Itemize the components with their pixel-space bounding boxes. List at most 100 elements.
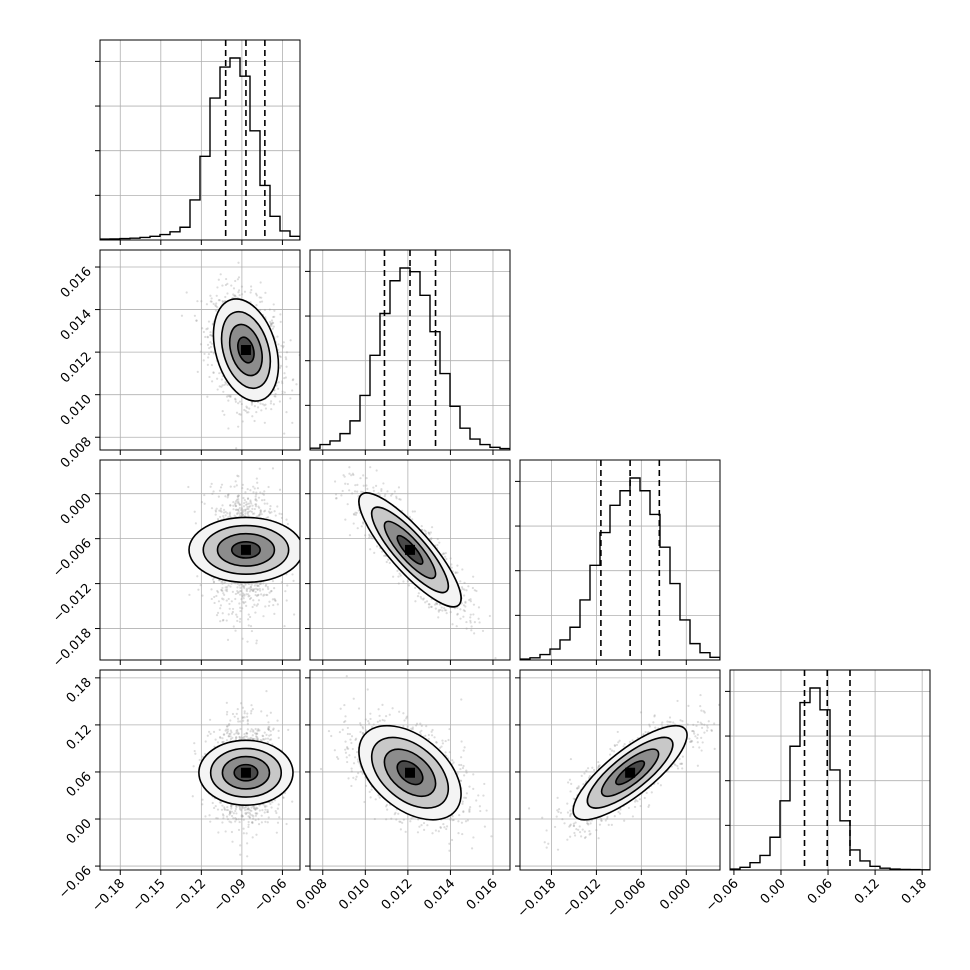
sample-point — [250, 588, 253, 592]
sample-point — [240, 293, 244, 296]
sample-point — [353, 513, 356, 516]
sample-point — [252, 589, 255, 593]
sample-point — [203, 352, 206, 356]
sample-point — [200, 300, 203, 303]
sample-point — [209, 820, 212, 823]
sample-point — [357, 509, 360, 512]
histogram-panel — [515, 459, 721, 665]
y-tick-label: 0.008 — [58, 434, 95, 471]
sample-point — [213, 601, 216, 605]
sample-point — [238, 602, 241, 605]
sample-point — [252, 817, 255, 820]
sample-point — [254, 590, 257, 594]
sample-point — [209, 331, 212, 334]
sample-point — [250, 821, 254, 824]
sample-point — [218, 385, 221, 388]
contour-line — [383, 520, 437, 580]
sample-point — [228, 514, 231, 517]
sample-point — [456, 612, 459, 616]
sample-point — [272, 727, 275, 730]
sample-point — [234, 503, 237, 506]
sample-point — [227, 427, 230, 430]
sample-point — [207, 356, 210, 359]
sample-point — [232, 504, 235, 507]
sample-point — [212, 371, 215, 374]
sample-point — [238, 593, 242, 596]
sample-point — [472, 603, 476, 606]
density-peak — [405, 544, 415, 555]
sample-point — [244, 583, 247, 586]
sample-point — [234, 480, 237, 483]
sample-point — [461, 587, 464, 590]
sample-point — [226, 725, 229, 728]
sample-point — [227, 492, 230, 496]
sample-point — [210, 350, 213, 353]
sample-point — [237, 508, 240, 511]
y-tick-label: 0.014 — [58, 307, 95, 344]
sample-point — [368, 534, 371, 537]
sample-point — [237, 500, 240, 503]
sample-point — [206, 335, 209, 338]
sample-point — [247, 613, 250, 616]
sample-point — [348, 466, 351, 469]
sample-point — [289, 397, 292, 400]
sample-point — [222, 740, 225, 743]
sample-point — [217, 579, 221, 582]
sample-point — [249, 813, 252, 816]
sample-point — [222, 511, 226, 514]
sample-point — [334, 493, 338, 496]
sample-point — [206, 336, 209, 339]
sample-point — [253, 587, 256, 591]
sample-point — [217, 831, 220, 834]
sample-point — [291, 421, 294, 424]
sample-point — [478, 621, 481, 624]
sample-point — [365, 484, 368, 487]
sample-point — [473, 621, 476, 624]
sample-point — [270, 408, 273, 411]
sample-point — [226, 808, 230, 812]
sample-point — [226, 383, 229, 387]
sample-point — [280, 344, 283, 347]
sample-point — [273, 799, 277, 802]
sample-point — [260, 409, 263, 412]
contour-line — [228, 323, 263, 377]
sample-point — [249, 588, 252, 591]
sample-point — [481, 629, 485, 633]
sample-point — [201, 798, 204, 801]
sample-point — [250, 728, 253, 731]
sample-point — [226, 638, 230, 641]
sample-point — [263, 490, 266, 493]
sample-point — [227, 394, 230, 397]
sample-point — [206, 395, 209, 398]
sample-point — [361, 521, 365, 524]
sample-point — [242, 585, 246, 588]
sample-point — [260, 296, 263, 299]
sample-point — [234, 597, 237, 601]
sample-point — [222, 814, 225, 817]
sample-point — [215, 594, 218, 598]
sample-point — [257, 599, 261, 602]
sample-point — [273, 587, 276, 590]
sample-point — [225, 599, 228, 602]
sample-point — [494, 656, 497, 660]
sample-point — [243, 716, 246, 719]
contour-line — [370, 506, 450, 594]
sample-point — [254, 732, 257, 735]
sample-point — [236, 278, 239, 281]
sample-point — [242, 832, 245, 835]
sample-point — [249, 586, 253, 589]
sample-point — [274, 395, 277, 398]
sample-point — [226, 493, 230, 496]
sample-point — [187, 485, 190, 489]
sample-point — [382, 482, 385, 485]
sample-point — [243, 587, 246, 590]
sample-point — [364, 534, 367, 537]
panel-frame — [99, 459, 301, 661]
sample-point — [209, 334, 212, 337]
sample-point — [245, 732, 249, 735]
sample-point — [196, 300, 199, 303]
sample-point — [249, 596, 253, 600]
sample-point — [212, 371, 215, 375]
sample-point — [232, 287, 236, 290]
panel-frame — [99, 249, 301, 451]
